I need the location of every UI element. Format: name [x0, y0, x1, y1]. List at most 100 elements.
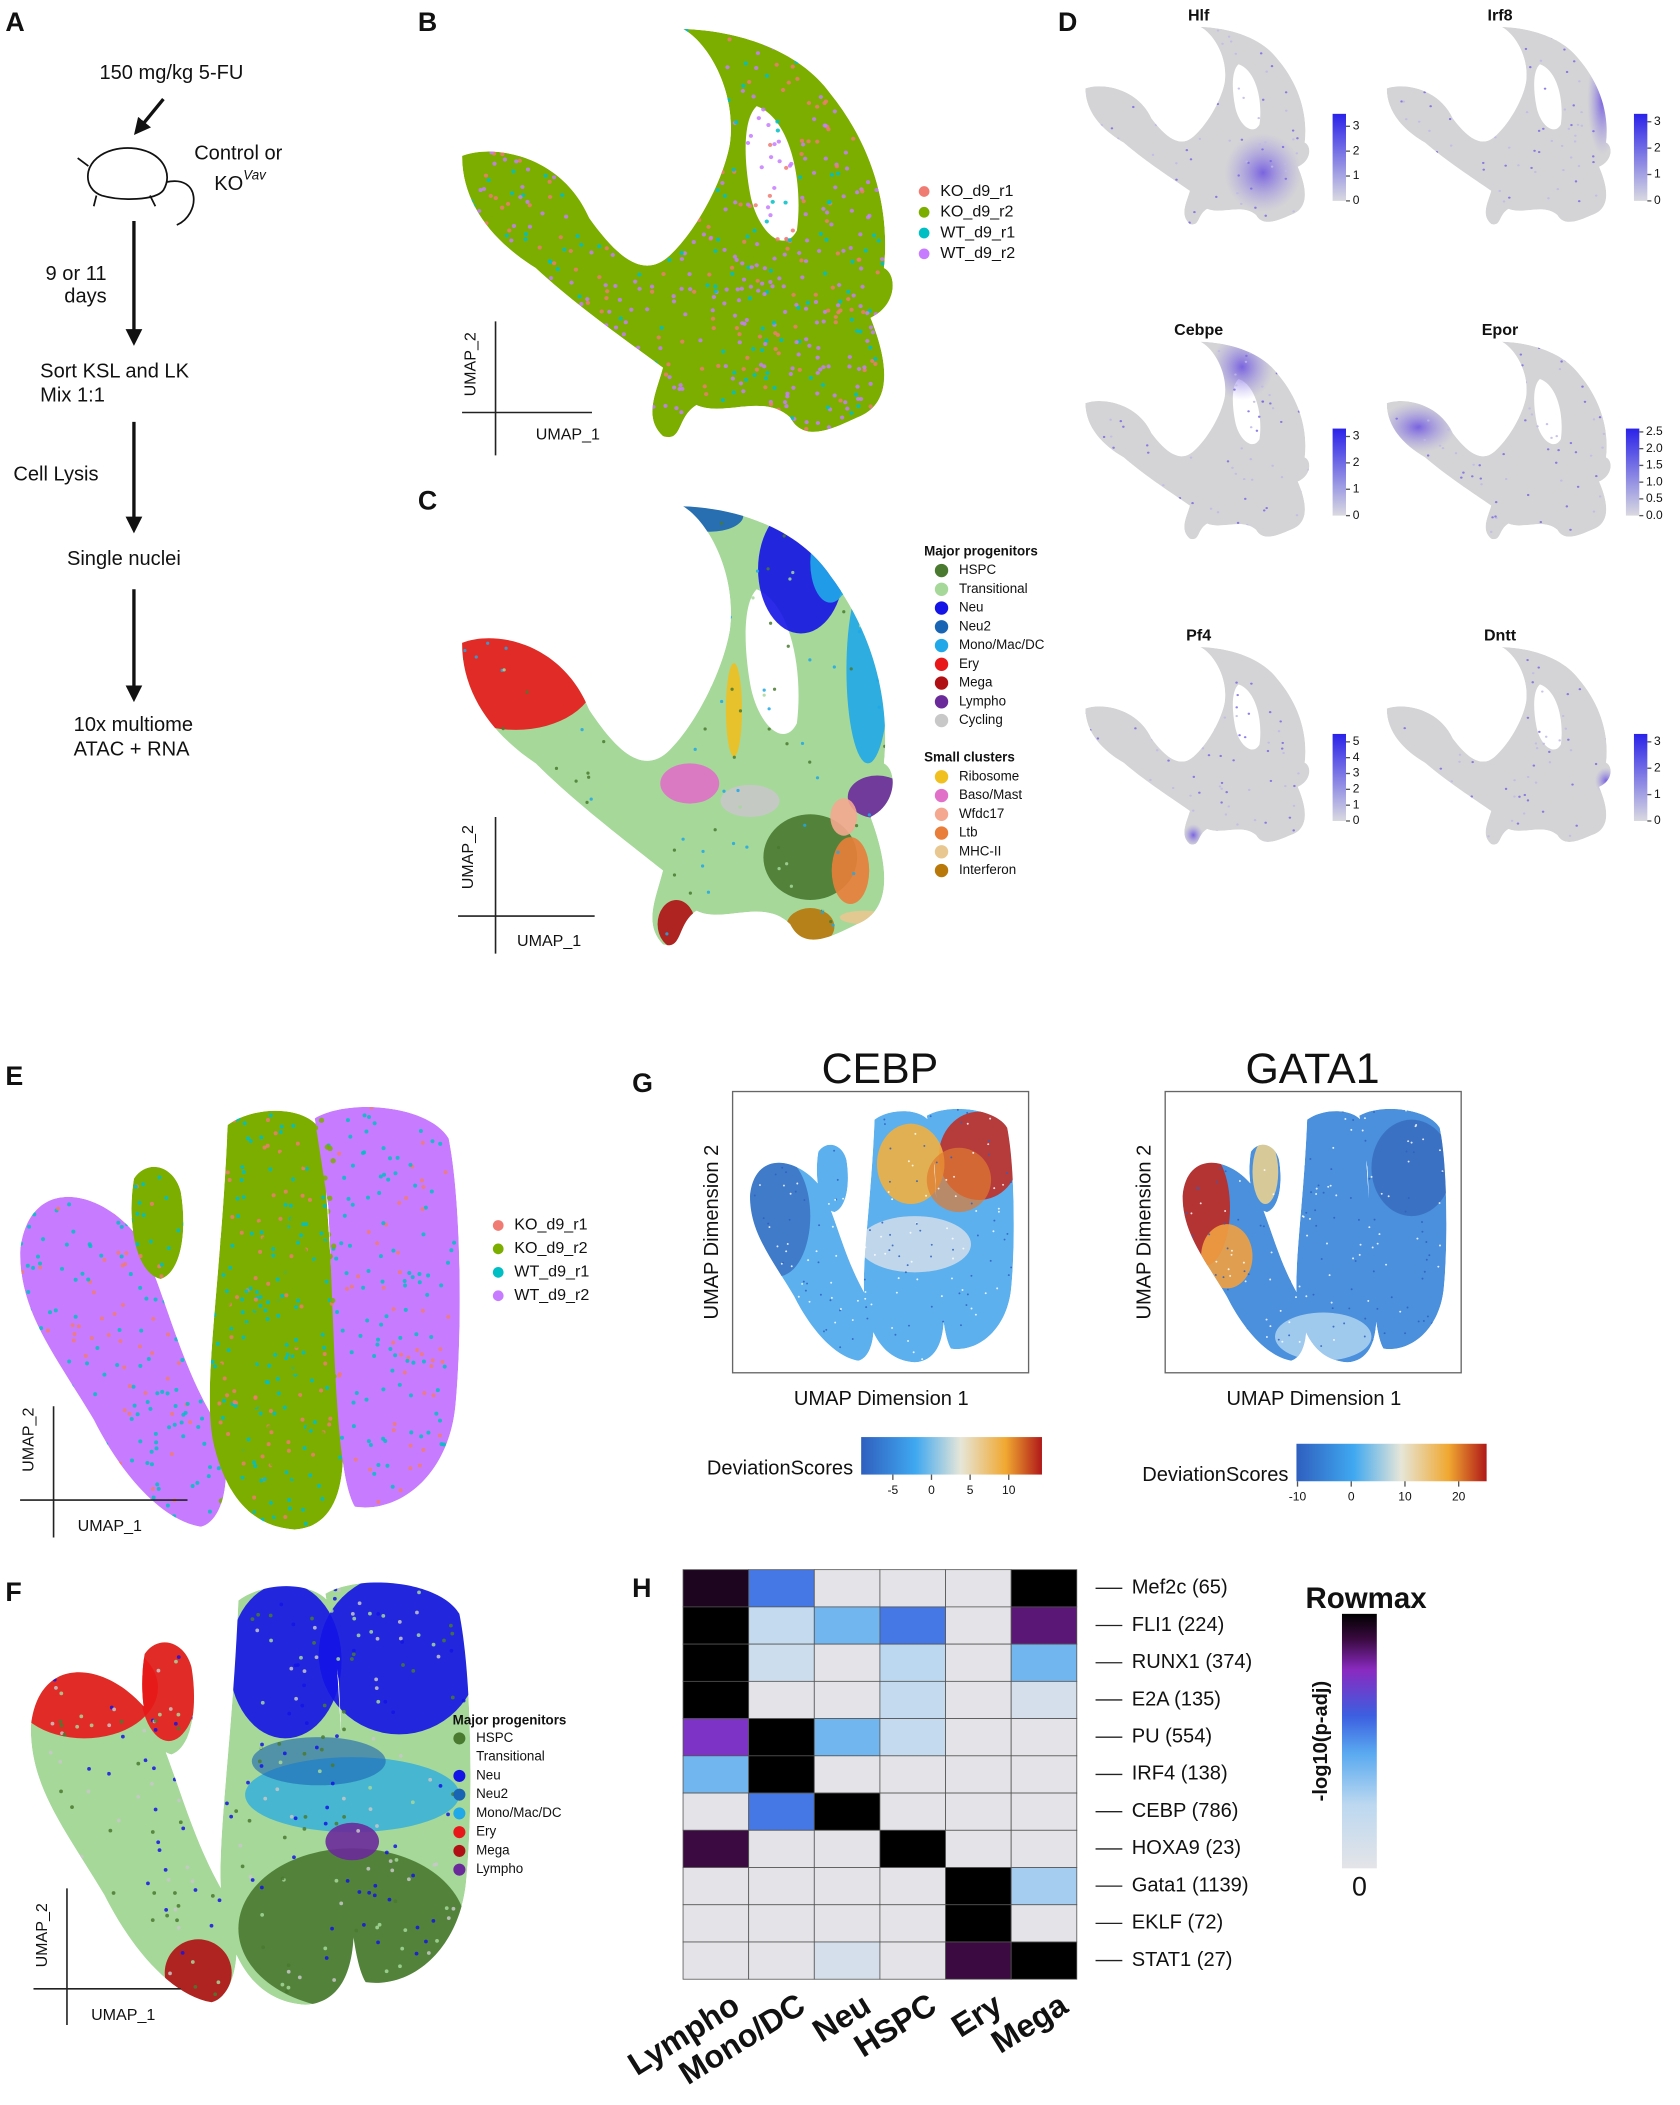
- cell-dot: [1236, 192, 1239, 194]
- cell-dot: [145, 1461, 149, 1465]
- cell-dot: [842, 1198, 844, 1200]
- panel-letter: A: [5, 7, 24, 37]
- cell-dot: [689, 558, 692, 561]
- cell-dot: [136, 1795, 140, 1799]
- cell-dot: [779, 1317, 781, 1319]
- cell-dot: [777, 159, 781, 163]
- cell-dot: [1306, 671, 1309, 673]
- cell-dot: [1173, 383, 1176, 385]
- cell-dot: [148, 1407, 152, 1411]
- cell-dot: [1494, 728, 1497, 730]
- cell-dot: [825, 544, 828, 547]
- cell-dot: [1234, 373, 1237, 375]
- colorbar-tick-label: 20: [1452, 1490, 1466, 1504]
- cell-dot: [196, 1123, 200, 1127]
- cell-dot: [225, 1365, 230, 1370]
- cell-dot: [369, 1807, 373, 1811]
- cell-dot: [1312, 386, 1315, 388]
- cell-dot: [711, 317, 715, 321]
- cell-dot: [158, 1530, 162, 1534]
- cell-dot: [652, 593, 655, 596]
- cell-dot: [1605, 738, 1608, 740]
- cell-dot: [824, 238, 828, 242]
- cell-dot: [756, 411, 760, 415]
- cell-dot: [633, 202, 637, 206]
- cell-dot: [484, 512, 487, 515]
- cell-dot: [776, 1278, 778, 1280]
- cell-dot: [508, 116, 512, 120]
- cell-dot: [494, 196, 498, 200]
- cell-dot: [112, 1644, 116, 1648]
- cell-dot: [1468, 94, 1471, 96]
- cell-dot: [1124, 199, 1127, 201]
- cell-dot: [808, 658, 811, 661]
- cell-dot: [1200, 1202, 1202, 1204]
- cell-dot: [1149, 487, 1152, 489]
- cell-dot: [1439, 1149, 1441, 1151]
- cell-dot: [777, 1245, 779, 1247]
- cell-dot: [1562, 169, 1565, 171]
- cell-dot: [30, 1696, 34, 1700]
- cell-dot: [369, 1106, 373, 1110]
- cell-dot: [302, 1248, 307, 1253]
- cell-dot: [783, 253, 787, 257]
- cell-dot: [1424, 821, 1427, 823]
- cell-dot: [1550, 437, 1553, 439]
- cell-dot: [157, 1669, 161, 1673]
- cell-dot: [263, 1797, 267, 1801]
- cell-dot: [269, 1479, 274, 1484]
- cell-dot: [398, 1336, 402, 1340]
- cell-dot: [1566, 71, 1569, 73]
- cell-dot: [368, 1467, 372, 1471]
- cell-dot: [625, 388, 629, 392]
- cell-dot: [275, 1164, 280, 1169]
- cell-dot: [1111, 127, 1114, 129]
- cell-dot: [1400, 100, 1403, 102]
- cell-dot: [176, 1228, 180, 1232]
- cell-dot: [1459, 828, 1462, 830]
- cell-dot: [72, 1332, 76, 1336]
- cell-dot: [587, 633, 590, 636]
- cell-dot: [600, 178, 604, 182]
- cell-dot: [1160, 507, 1163, 509]
- cell-dot: [709, 686, 712, 689]
- cell-dot: [267, 1364, 271, 1368]
- cell-dot: [166, 1391, 170, 1395]
- cell-dot: [379, 1254, 383, 1258]
- cell-dot: [87, 1767, 91, 1771]
- legend: KO_d9_r1KO_d9_r2WT_d9_r1WT_d9_r2: [919, 182, 1015, 262]
- cell-dot: [825, 211, 829, 215]
- cluster-region: [11, 1637, 158, 1739]
- text: 150 mg/kg 5-FU: [99, 62, 243, 84]
- cell-dot: [722, 301, 726, 305]
- cell-dot: [1471, 761, 1474, 763]
- cell-dot: [1312, 720, 1315, 722]
- cluster-region: [435, 623, 596, 730]
- axis-label: UMAP_1: [536, 426, 600, 444]
- cell-dot: [1566, 352, 1569, 354]
- cell-dot: [108, 1629, 112, 1633]
- cell-dot: [709, 817, 712, 820]
- cell-dot: [1218, 350, 1221, 352]
- cell-dot: [103, 1940, 107, 1944]
- cell-dot: [856, 404, 860, 408]
- cell-dot: [1188, 1363, 1190, 1365]
- cell-dot: [1185, 1212, 1187, 1214]
- cell-dot: [335, 1528, 339, 1532]
- cell-dot: [414, 1332, 418, 1336]
- gene-title: Irf8: [1488, 6, 1513, 24]
- cell-dot: [143, 1391, 147, 1395]
- cell-dot: [411, 1669, 415, 1673]
- cell-dot: [560, 127, 564, 131]
- cell-dot: [1202, 747, 1205, 749]
- umap-plot: [435, 500, 910, 954]
- cell-dot: [489, 950, 492, 953]
- cell-dot: [626, 912, 629, 915]
- cell-dot: [1171, 684, 1174, 686]
- cell-dot: [12, 1409, 16, 1413]
- cell-dot: [385, 1464, 389, 1468]
- cell-dot: [68, 1516, 72, 1520]
- cell-dot: [768, 1129, 770, 1131]
- heatmap-cell: [946, 1570, 1012, 1607]
- cell-dot: [1569, 660, 1572, 662]
